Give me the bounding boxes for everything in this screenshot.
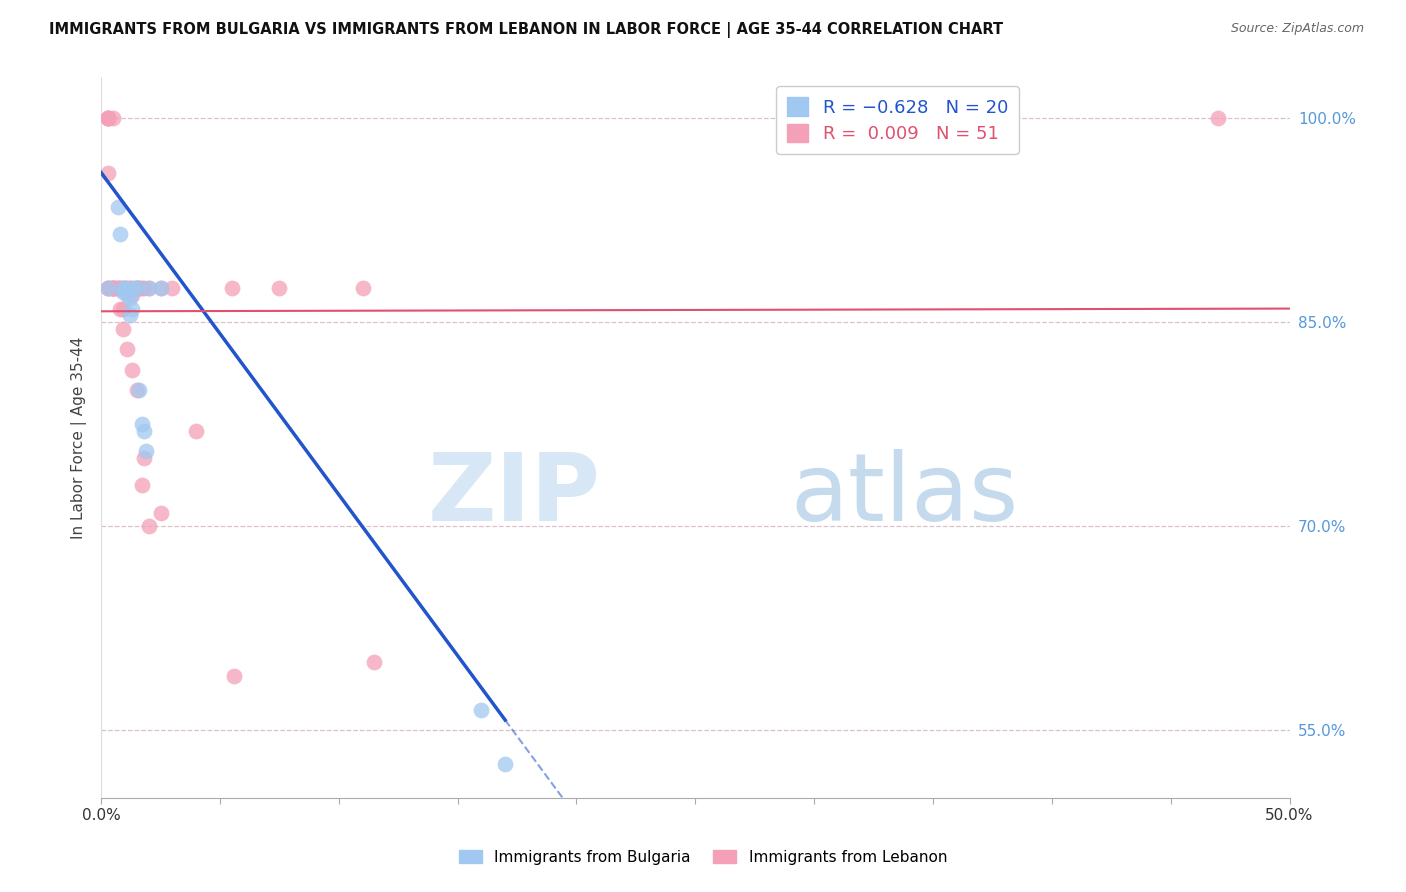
Point	[104, 281, 127, 295]
Point	[97, 112, 120, 126]
Point	[118, 281, 141, 295]
Point	[117, 281, 139, 295]
Point	[121, 301, 143, 316]
Point	[470, 703, 492, 717]
Point	[101, 112, 124, 126]
Point	[108, 227, 131, 241]
Point	[131, 478, 153, 492]
Point	[101, 281, 124, 295]
Point	[124, 281, 146, 295]
Point	[101, 281, 124, 295]
Point	[97, 112, 120, 126]
Point	[118, 281, 141, 295]
Point	[363, 655, 385, 669]
Point	[101, 281, 124, 295]
Point	[108, 281, 131, 295]
Point	[100, 281, 122, 295]
Text: IMMIGRANTS FROM BULGARIA VS IMMIGRANTS FROM LEBANON IN LABOR FORCE | AGE 35-44 C: IMMIGRANTS FROM BULGARIA VS IMMIGRANTS F…	[49, 22, 1004, 38]
Point	[128, 383, 150, 397]
Point	[138, 281, 160, 295]
Point	[269, 281, 291, 295]
Point	[221, 281, 243, 295]
Point	[107, 281, 129, 295]
Point	[149, 506, 172, 520]
Point	[111, 281, 134, 295]
Point	[135, 444, 157, 458]
Point	[97, 112, 120, 126]
Point	[138, 281, 160, 295]
Point	[117, 288, 139, 302]
Point	[1206, 112, 1229, 126]
Point	[132, 451, 155, 466]
Point	[117, 343, 139, 357]
Point	[128, 281, 150, 295]
Point	[114, 281, 136, 295]
Point	[125, 281, 148, 295]
Point	[97, 281, 120, 295]
Text: atlas: atlas	[790, 450, 1018, 541]
Point	[224, 669, 246, 683]
Point	[138, 519, 160, 533]
Legend: Immigrants from Bulgaria, Immigrants from Lebanon: Immigrants from Bulgaria, Immigrants fro…	[453, 844, 953, 871]
Point	[97, 281, 120, 295]
Point	[352, 281, 374, 295]
Point	[125, 281, 148, 295]
Point	[97, 112, 120, 126]
Point	[494, 757, 516, 772]
Legend: R = −0.628   N = 20, R =  0.009   N = 51: R = −0.628 N = 20, R = 0.009 N = 51	[776, 87, 1019, 154]
Point	[97, 166, 120, 180]
Text: Source: ZipAtlas.com: Source: ZipAtlas.com	[1230, 22, 1364, 36]
Point	[132, 424, 155, 438]
Text: ZIP: ZIP	[427, 450, 600, 541]
Point	[125, 383, 148, 397]
Point	[114, 281, 136, 295]
Point	[128, 281, 150, 295]
Point	[121, 363, 143, 377]
Point	[111, 281, 134, 295]
Point	[149, 281, 172, 295]
Point	[108, 301, 131, 316]
Point	[111, 285, 134, 300]
Point	[101, 281, 124, 295]
Point	[186, 424, 208, 438]
Y-axis label: In Labor Force | Age 35-44: In Labor Force | Age 35-44	[72, 336, 87, 539]
Point	[111, 301, 134, 316]
Point	[132, 281, 155, 295]
Point	[107, 281, 129, 295]
Point	[118, 309, 141, 323]
Point	[131, 417, 153, 432]
Point	[131, 281, 153, 295]
Point	[124, 281, 146, 295]
Point	[111, 322, 134, 336]
Point	[97, 281, 120, 295]
Point	[125, 281, 148, 295]
Point	[149, 281, 172, 295]
Point	[121, 288, 143, 302]
Point	[162, 281, 184, 295]
Point	[118, 291, 141, 305]
Point	[107, 200, 129, 214]
Point	[108, 281, 131, 295]
